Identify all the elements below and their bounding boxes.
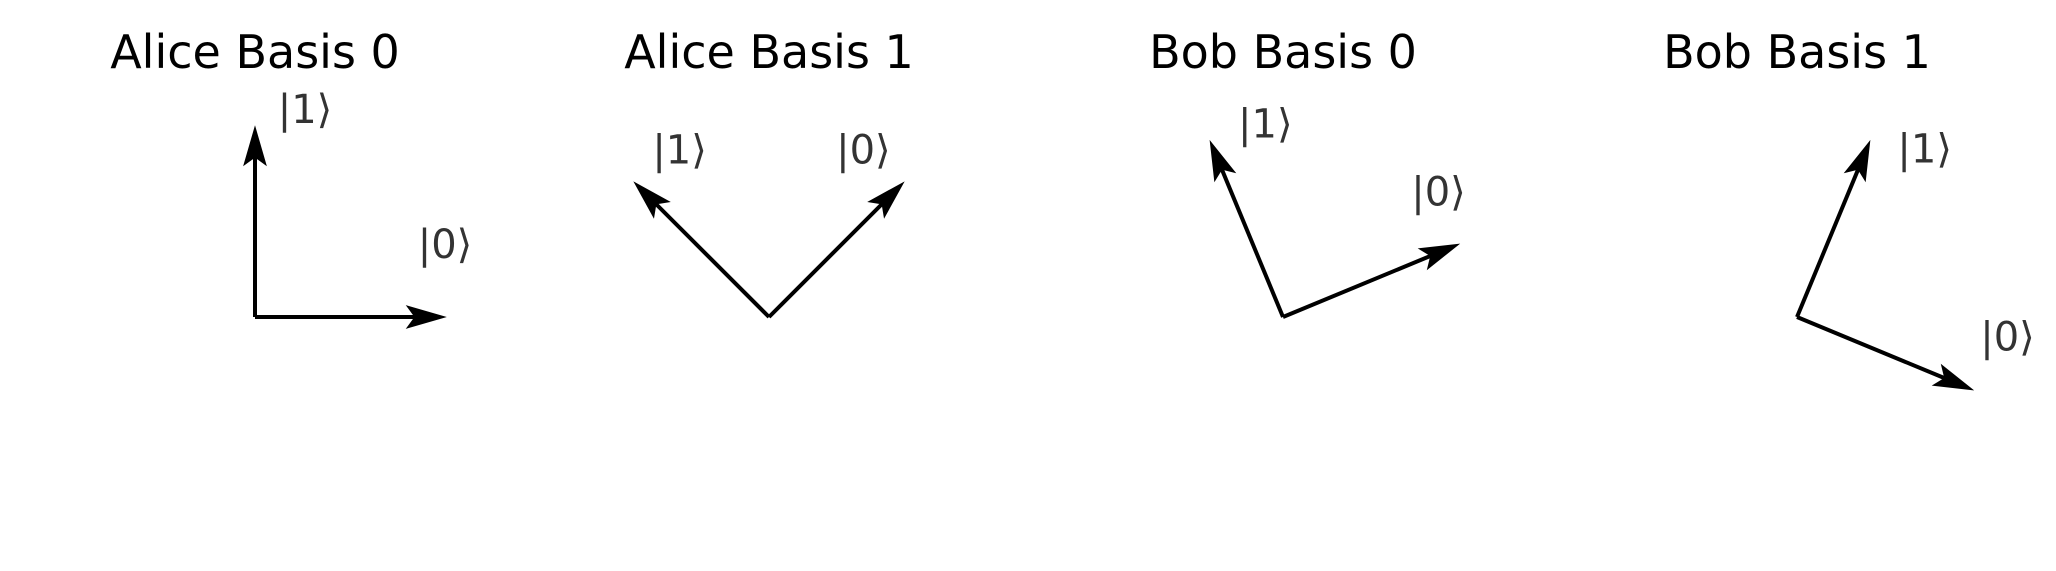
vector-ket-1-shaft [654,202,771,319]
vector-ket-1-arrowhead [633,181,671,219]
vector-ket-0-arrowhead [1931,363,1975,391]
vector-ket-1-label: |1⟩ [652,128,707,174]
vector-ket-1-label: |1⟩ [1897,127,1952,173]
panel-alice-basis-1: Alice Basis 1 |0⟩ |1⟩ [624,25,914,319]
vector-group: |0⟩ |1⟩ [243,87,473,329]
vector-ket-1-shaft [1219,168,1285,318]
vector-ket-1-arrowhead [1843,139,1871,183]
vector-ket-0-label: |0⟩ [418,222,473,268]
panel-title: Alice Basis 1 [624,25,914,79]
vector-ket-0-arrowhead [405,305,447,329]
vector-group: |0⟩ |1⟩ [633,128,905,319]
panel-bob-basis-0: Bob Basis 0 |0⟩ |1⟩ [1149,25,1466,319]
panel-title: Alice Basis 0 [110,25,400,79]
vector-ket-0-label: |0⟩ [1411,169,1466,215]
vector-group: |0⟩ |1⟩ [1209,102,1466,319]
vector-ket-0-shaft [767,202,884,319]
panel-bob-basis-1: Bob Basis 1 |0⟩ |1⟩ [1663,25,2035,391]
vector-ket-0-label: |0⟩ [1980,315,2035,361]
panel-alice-basis-0: Alice Basis 0 |0⟩ |1⟩ [110,25,473,329]
vector-ket-1-arrowhead [1209,139,1237,183]
vector-ket-1-arrowhead [243,125,267,167]
vector-group: |0⟩ |1⟩ [1795,127,2035,391]
vector-ket-0-arrowhead [1417,243,1461,271]
vector-ket-0-shaft [1796,315,1946,381]
vector-ket-1-shaft [1795,168,1861,318]
vector-ket-0-shaft [1282,253,1432,319]
vector-ket-0-arrowhead [867,181,905,219]
vector-ket-1-label: |1⟩ [1238,102,1293,148]
panel-title: Bob Basis 0 [1149,25,1417,79]
panel-title: Bob Basis 1 [1663,25,1931,79]
vector-ket-1-label: |1⟩ [278,87,333,133]
vector-ket-0-label: |0⟩ [836,128,891,174]
